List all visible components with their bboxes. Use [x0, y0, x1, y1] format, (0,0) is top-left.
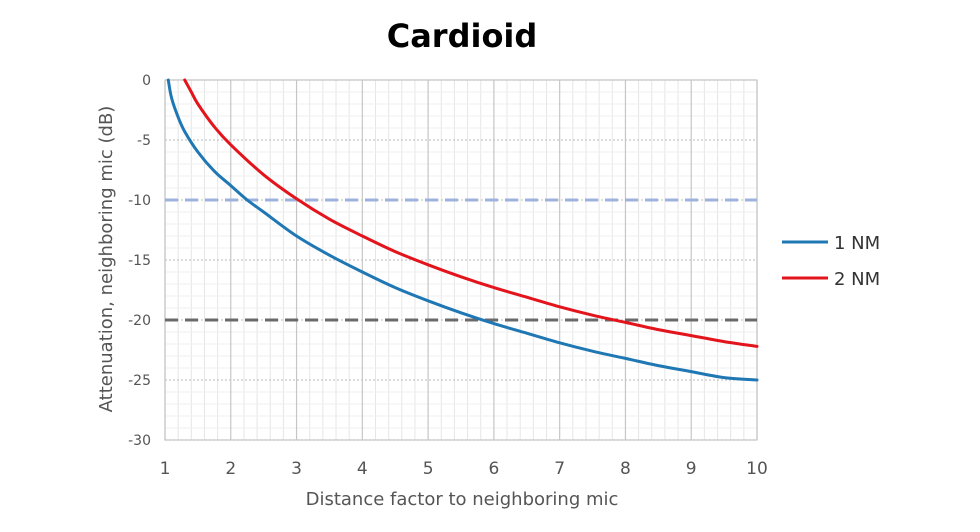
y-tick-label: -30	[128, 433, 151, 449]
x-axis-label: Distance factor to neighboring mic	[306, 489, 619, 510]
tick-labels: 1 2 3 4 5 6 7 8 9 10 0 -5 -10 -15 -20 -25 -30	[128, 73, 768, 479]
legend-label-2: 2 NM	[834, 269, 880, 290]
legend: 1 NM 2 NM	[782, 233, 880, 290]
series-line-1	[166, 78, 759, 382]
y-tick-label: -20	[128, 313, 151, 329]
x-tick-label: 2	[225, 459, 236, 479]
series-layer	[166, 78, 759, 382]
y-tick-label: -10	[128, 193, 151, 209]
x-tick-label: 5	[423, 459, 434, 479]
grid-layer	[164, 79, 758, 441]
chart-title: Cardioid	[387, 17, 538, 55]
x-tick-label: 9	[686, 459, 697, 479]
series-line-2	[183, 78, 759, 348]
x-tick-label: 1	[160, 459, 171, 479]
y-axis-label: Attenuation, neighboring mic (dB)	[96, 106, 117, 413]
x-tick-label: 6	[488, 459, 499, 479]
x-tick-label: 4	[357, 459, 368, 479]
plot-border	[164, 79, 758, 441]
x-tick-label: 8	[620, 459, 631, 479]
x-tick-label: 7	[554, 459, 565, 479]
legend-label-1: 1 NM	[834, 233, 880, 254]
y-tick-label: -25	[128, 373, 151, 389]
y-tick-label: 0	[142, 73, 151, 89]
x-tick-label: 10	[746, 459, 768, 479]
x-tick-label: 3	[291, 459, 302, 479]
y-tick-label: -5	[137, 133, 151, 149]
y-tick-label: -15	[128, 253, 151, 269]
